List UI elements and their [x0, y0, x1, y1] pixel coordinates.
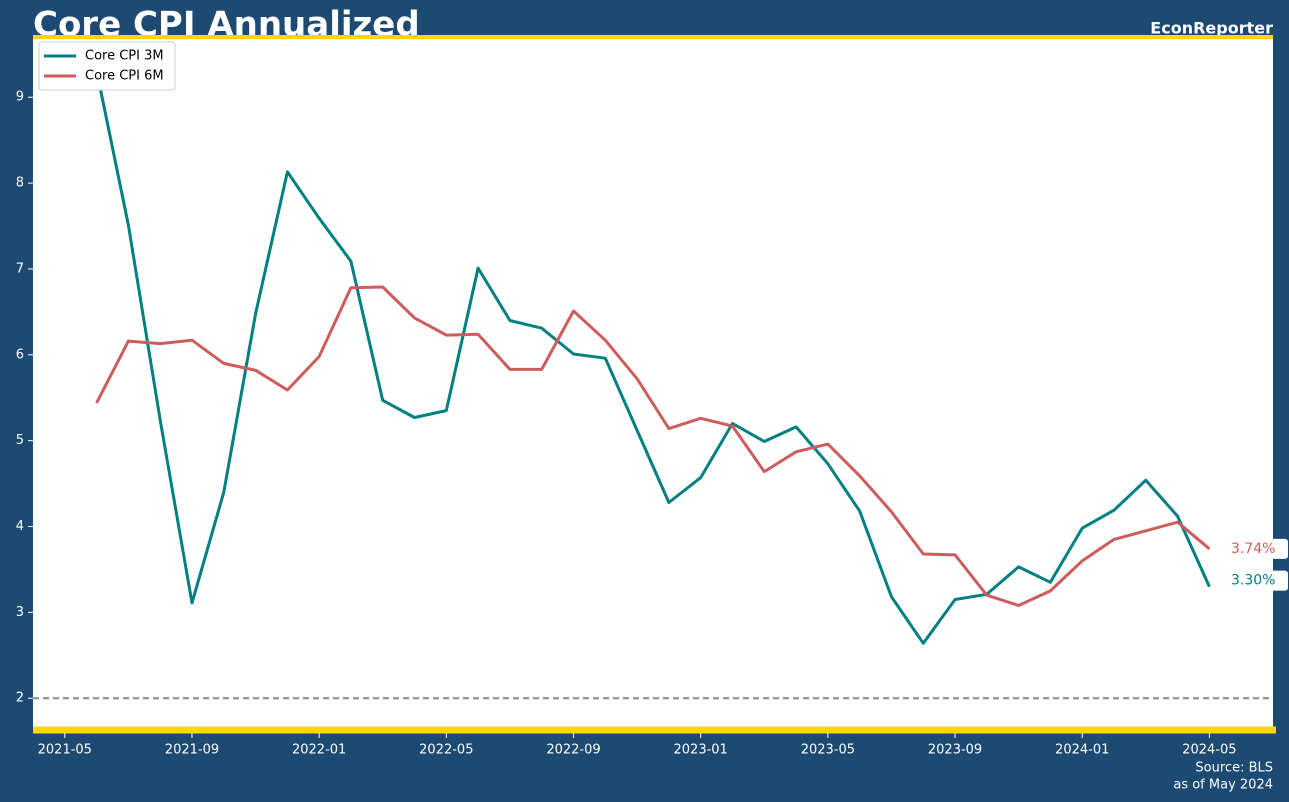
- x-tick-label: 2023-01: [674, 743, 728, 758]
- y-tick-label: 5: [16, 433, 24, 448]
- legend-box: [38, 41, 176, 91]
- end-label: 3.74%: [1226, 538, 1288, 559]
- x-tick-label: 2023-09: [928, 743, 982, 758]
- x-tick-label: 2021-09: [165, 743, 219, 758]
- y-tick-label: 4: [16, 519, 24, 534]
- source: Source: BLS: [1195, 761, 1273, 776]
- series-line: [95, 70, 1211, 645]
- end-label-text: 3.74%: [1231, 541, 1275, 557]
- legend: Core CPI 3M Core CPI 6M: [38, 41, 176, 91]
- y-tick-label: 3: [16, 605, 24, 620]
- end-label: 3.30%: [1226, 570, 1288, 591]
- end-label-text: 3.30%: [1231, 573, 1275, 589]
- x-tick-label: 2022-09: [546, 743, 600, 758]
- x-tick-label: 2021-05: [38, 743, 92, 758]
- legend-label: Core CPI 3M: [85, 49, 164, 64]
- x-tick-label: 2023-05: [801, 743, 855, 758]
- y-tick-label: 6: [16, 347, 24, 362]
- y-tick-label: 7: [16, 261, 24, 276]
- y-tick-label: 2: [16, 691, 24, 706]
- legend-label: Core CPI 6M: [85, 69, 164, 84]
- as-of: as of May 2024: [1173, 778, 1273, 793]
- plot-area: [33, 38, 1273, 730]
- y-tick-label: 9: [16, 90, 24, 105]
- y-tick-label: 8: [16, 176, 24, 191]
- x-tick-label: 2022-05: [419, 743, 473, 758]
- x-tick-label: 2024-05: [1182, 743, 1236, 758]
- end-label-box: [1226, 538, 1288, 559]
- x-tick-label: 2022-01: [292, 743, 346, 758]
- series-line: [95, 285, 1211, 607]
- end-label-box: [1226, 570, 1288, 591]
- x-tick-label: 2024-01: [1055, 743, 1109, 758]
- brand: EconReporter: [1150, 19, 1273, 38]
